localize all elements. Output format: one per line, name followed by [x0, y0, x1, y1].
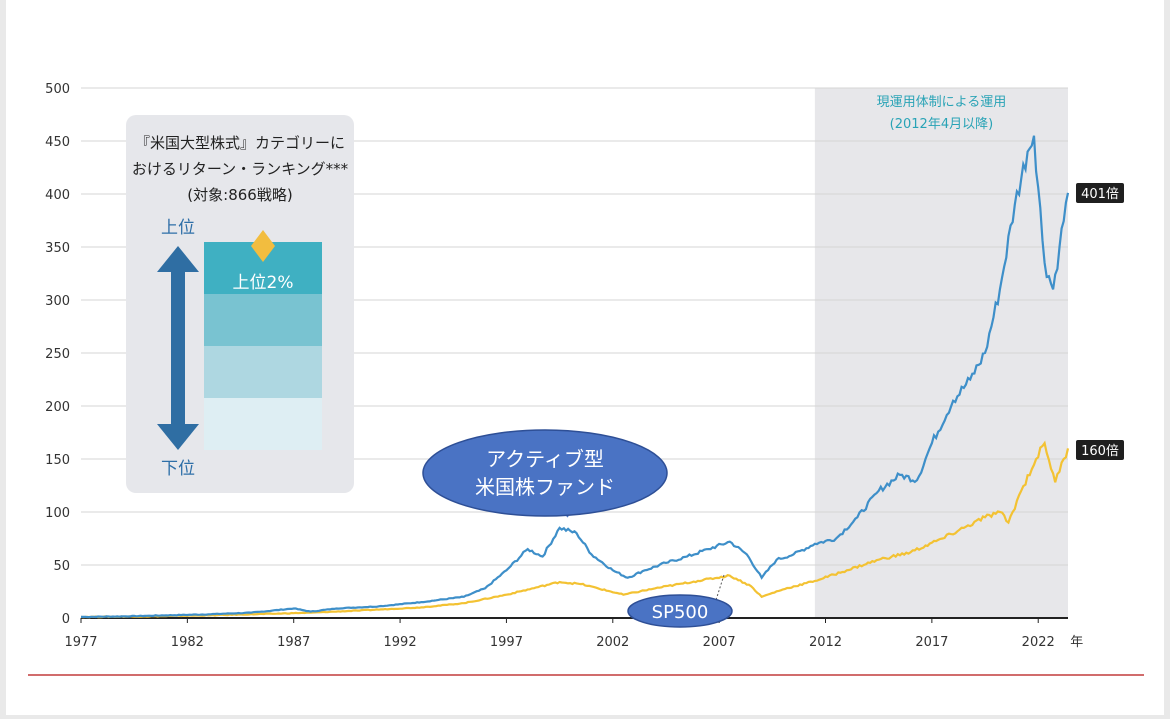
rank-highlight-label: 上位2% [233, 273, 294, 293]
y-tick-label: 300 [45, 294, 70, 309]
callout-active-line1: アクティブ型 [486, 447, 604, 471]
shaded-period-sublabel: (2012年4月以降) [890, 117, 994, 132]
active-fund-line [81, 135, 1070, 619]
x-tick-label: 1997 [490, 635, 523, 650]
y-tick-label: 350 [45, 241, 70, 256]
rank-bottom-label: 下位 [161, 459, 195, 479]
x-axis-unit: 年 [1070, 635, 1083, 650]
y-tick-label: 0 [62, 612, 70, 627]
ranking-title-1: 『米国大型株式』カテゴリーに [135, 134, 345, 152]
ranking-title-2: おけるリターン・ランキング*** [132, 160, 349, 178]
rank-band-2 [204, 294, 322, 346]
x-tick-label: 2002 [596, 635, 629, 650]
x-tick-label: 1982 [171, 635, 204, 650]
y-tick-label: 400 [45, 188, 70, 203]
y-axis: 0 50 100 150 200 250 300 350 400 450 500 [45, 82, 70, 627]
ranking-title-3: (対象:866戦略) [187, 186, 292, 204]
callout-sp500-text: SP500 [652, 602, 709, 623]
y-tick-label: 250 [45, 347, 70, 362]
x-tick-label: 1987 [277, 635, 310, 650]
rank-top-label: 上位 [161, 218, 195, 238]
x-tick-label: 2012 [809, 635, 842, 650]
x-tick-label: 2007 [703, 635, 736, 650]
x-axis: 1977 1982 1987 1992 1997 2002 2007 2012 2017 2022… [64, 618, 1083, 650]
double-arrow-icon [157, 246, 199, 450]
ranking-box: 『米国大型株式』カテゴリーに おけるリターン・ランキング*** (対象:866戦… [126, 115, 354, 493]
end-label-sp500: 160倍 [1076, 440, 1124, 460]
end-label-active-text: 401倍 [1081, 187, 1119, 202]
y-tick-label: 450 [45, 135, 70, 150]
callout-sp500: SP500 [627, 574, 733, 628]
y-tick-label: 200 [45, 400, 70, 415]
sp500-line [80, 440, 1070, 619]
diamond-icon [251, 230, 275, 262]
y-tick-label: 500 [45, 82, 70, 97]
callout-active-line2: 米国株ファンド [475, 475, 615, 499]
x-tick-label: 1992 [384, 635, 417, 650]
y-tick-label: 100 [45, 506, 70, 521]
rank-band-bottom [204, 398, 322, 450]
end-label-active: 401倍 [1076, 183, 1124, 203]
end-label-sp500-text: 160倍 [1081, 444, 1119, 459]
callout-active-fund: アクティブ型 米国株ファンド [422, 429, 668, 518]
x-tick-label: 1977 [64, 635, 97, 650]
rank-band-3 [204, 346, 322, 398]
chart: 現運用体制による運用 (2012年4月以降) 0 50 100 150 200 250 30… [28, 82, 1144, 676]
shaded-period-label: 現運用体制による運用 [877, 95, 1007, 110]
x-tick-label: 2017 [915, 635, 948, 650]
y-tick-label: 50 [53, 559, 70, 574]
page: 現運用体制による運用 (2012年4月以降) 0 50 100 150 200 250 30… [6, 0, 1164, 715]
x-tick-label: 2022 [1022, 635, 1055, 650]
y-tick-label: 150 [45, 453, 70, 468]
